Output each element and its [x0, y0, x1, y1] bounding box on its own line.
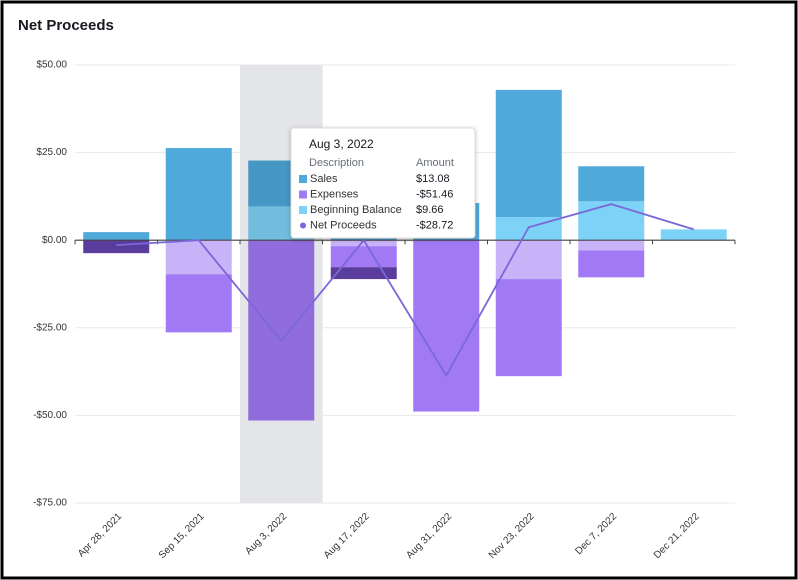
bar [330, 240, 397, 247]
tooltip-header: Amount [416, 157, 454, 169]
bar [165, 274, 232, 333]
bar [578, 240, 645, 251]
bar [83, 240, 150, 254]
bar [165, 240, 232, 275]
y-tick-label: $0.00 [42, 235, 67, 246]
tooltip-box [290, 127, 476, 239]
bar [578, 201, 645, 241]
bar [495, 240, 562, 280]
tooltip-swatch [299, 206, 307, 214]
y-tick-label: -$25.00 [33, 322, 67, 333]
bar [248, 240, 315, 421]
y-tick-label: -$75.00 [33, 498, 67, 509]
tooltip-swatch [299, 190, 307, 199]
tooltip-swatch [300, 222, 306, 229]
bar [330, 267, 397, 280]
tooltip-value: -$28.72 [416, 219, 453, 231]
bar [83, 232, 150, 241]
tooltip-title: Aug 3, 2022 [309, 137, 374, 151]
tooltip-label: Expenses [310, 188, 359, 200]
tooltip-value: -$51.46 [416, 188, 453, 200]
y-tick-label: $50.00 [36, 60, 67, 71]
tooltip-header: Description [309, 157, 364, 169]
bar [165, 148, 232, 241]
bar [495, 279, 562, 377]
tooltip-value: $13.08 [416, 173, 450, 185]
chart-title: Net Proceeds [18, 17, 114, 34]
y-tick-label: -$50.00 [33, 410, 67, 421]
bar [578, 250, 645, 278]
tooltip-label: Sales [310, 173, 338, 185]
tooltip-swatch [299, 175, 307, 183]
bar [660, 229, 727, 241]
bar [413, 240, 480, 412]
line [116, 203, 695, 378]
bar [495, 89, 562, 218]
tooltip-value: $9.66 [416, 204, 444, 216]
bar [330, 246, 397, 268]
y-tick-label: $25.00 [36, 147, 67, 158]
tooltip-label: Beginning Balance [310, 204, 402, 216]
tooltip: Aug 3, 2022 Description Amount Sales $13.08 E… [290, 127, 476, 239]
tooltip-label: Net Proceeds [310, 219, 377, 231]
bar [578, 166, 645, 202]
